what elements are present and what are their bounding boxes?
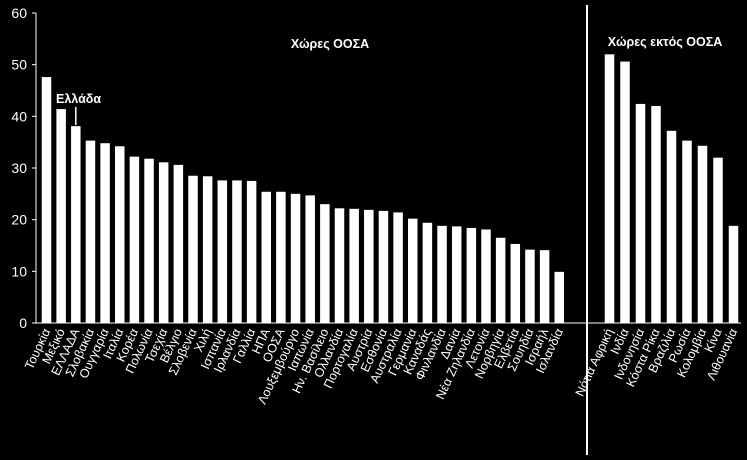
bar — [697, 145, 708, 323]
bar — [115, 146, 125, 323]
bar — [635, 103, 646, 324]
bar — [71, 126, 81, 324]
bar — [539, 250, 550, 323]
bar — [173, 164, 184, 323]
bar — [437, 225, 447, 323]
bar — [144, 158, 154, 323]
bar — [604, 54, 615, 323]
y-tick-label: 10 — [11, 263, 27, 279]
bar — [728, 225, 739, 323]
bar — [481, 229, 491, 323]
bar — [41, 77, 52, 323]
group-label-oecd: Χώρες ΟΟΣΑ — [291, 37, 369, 51]
group-label-non-oecd: Χώρες εκτός ΟΟΣΑ — [608, 35, 722, 49]
bar — [290, 193, 301, 323]
bar — [666, 130, 677, 323]
bar — [364, 209, 374, 323]
annotation-label: Ελλάδα — [56, 92, 101, 106]
annotation: Ελλάδα — [56, 92, 101, 126]
bar — [525, 249, 535, 323]
bar — [100, 143, 110, 323]
bar — [393, 212, 403, 323]
y-tick-label: 40 — [11, 108, 27, 124]
y-tick-label: 20 — [11, 212, 27, 228]
bar — [495, 237, 506, 323]
bar — [202, 176, 213, 323]
bar — [349, 208, 359, 323]
bar — [510, 243, 521, 323]
bar — [682, 140, 692, 323]
bar — [620, 61, 630, 323]
bar — [713, 157, 723, 323]
bar — [188, 175, 198, 323]
bar — [466, 227, 477, 323]
bar — [85, 140, 96, 323]
y-tick-label: 0 — [19, 315, 27, 331]
bar — [334, 208, 345, 323]
bar — [129, 156, 140, 323]
bar — [56, 109, 66, 323]
y-tick-label: 60 — [11, 5, 27, 21]
bar — [554, 271, 564, 323]
bar — [158, 162, 169, 323]
bar — [408, 218, 418, 323]
bar — [320, 204, 330, 323]
bar — [305, 195, 315, 323]
bar — [451, 226, 462, 323]
bar — [261, 191, 271, 323]
bar — [378, 210, 389, 323]
y-tick-label: 50 — [11, 57, 27, 73]
bar — [276, 191, 286, 323]
bar — [246, 180, 257, 323]
y-tick-label: 30 — [11, 160, 27, 176]
bar — [217, 180, 228, 323]
bar — [422, 222, 433, 323]
bars — [41, 54, 739, 324]
bar — [232, 180, 242, 323]
bar — [651, 106, 661, 323]
